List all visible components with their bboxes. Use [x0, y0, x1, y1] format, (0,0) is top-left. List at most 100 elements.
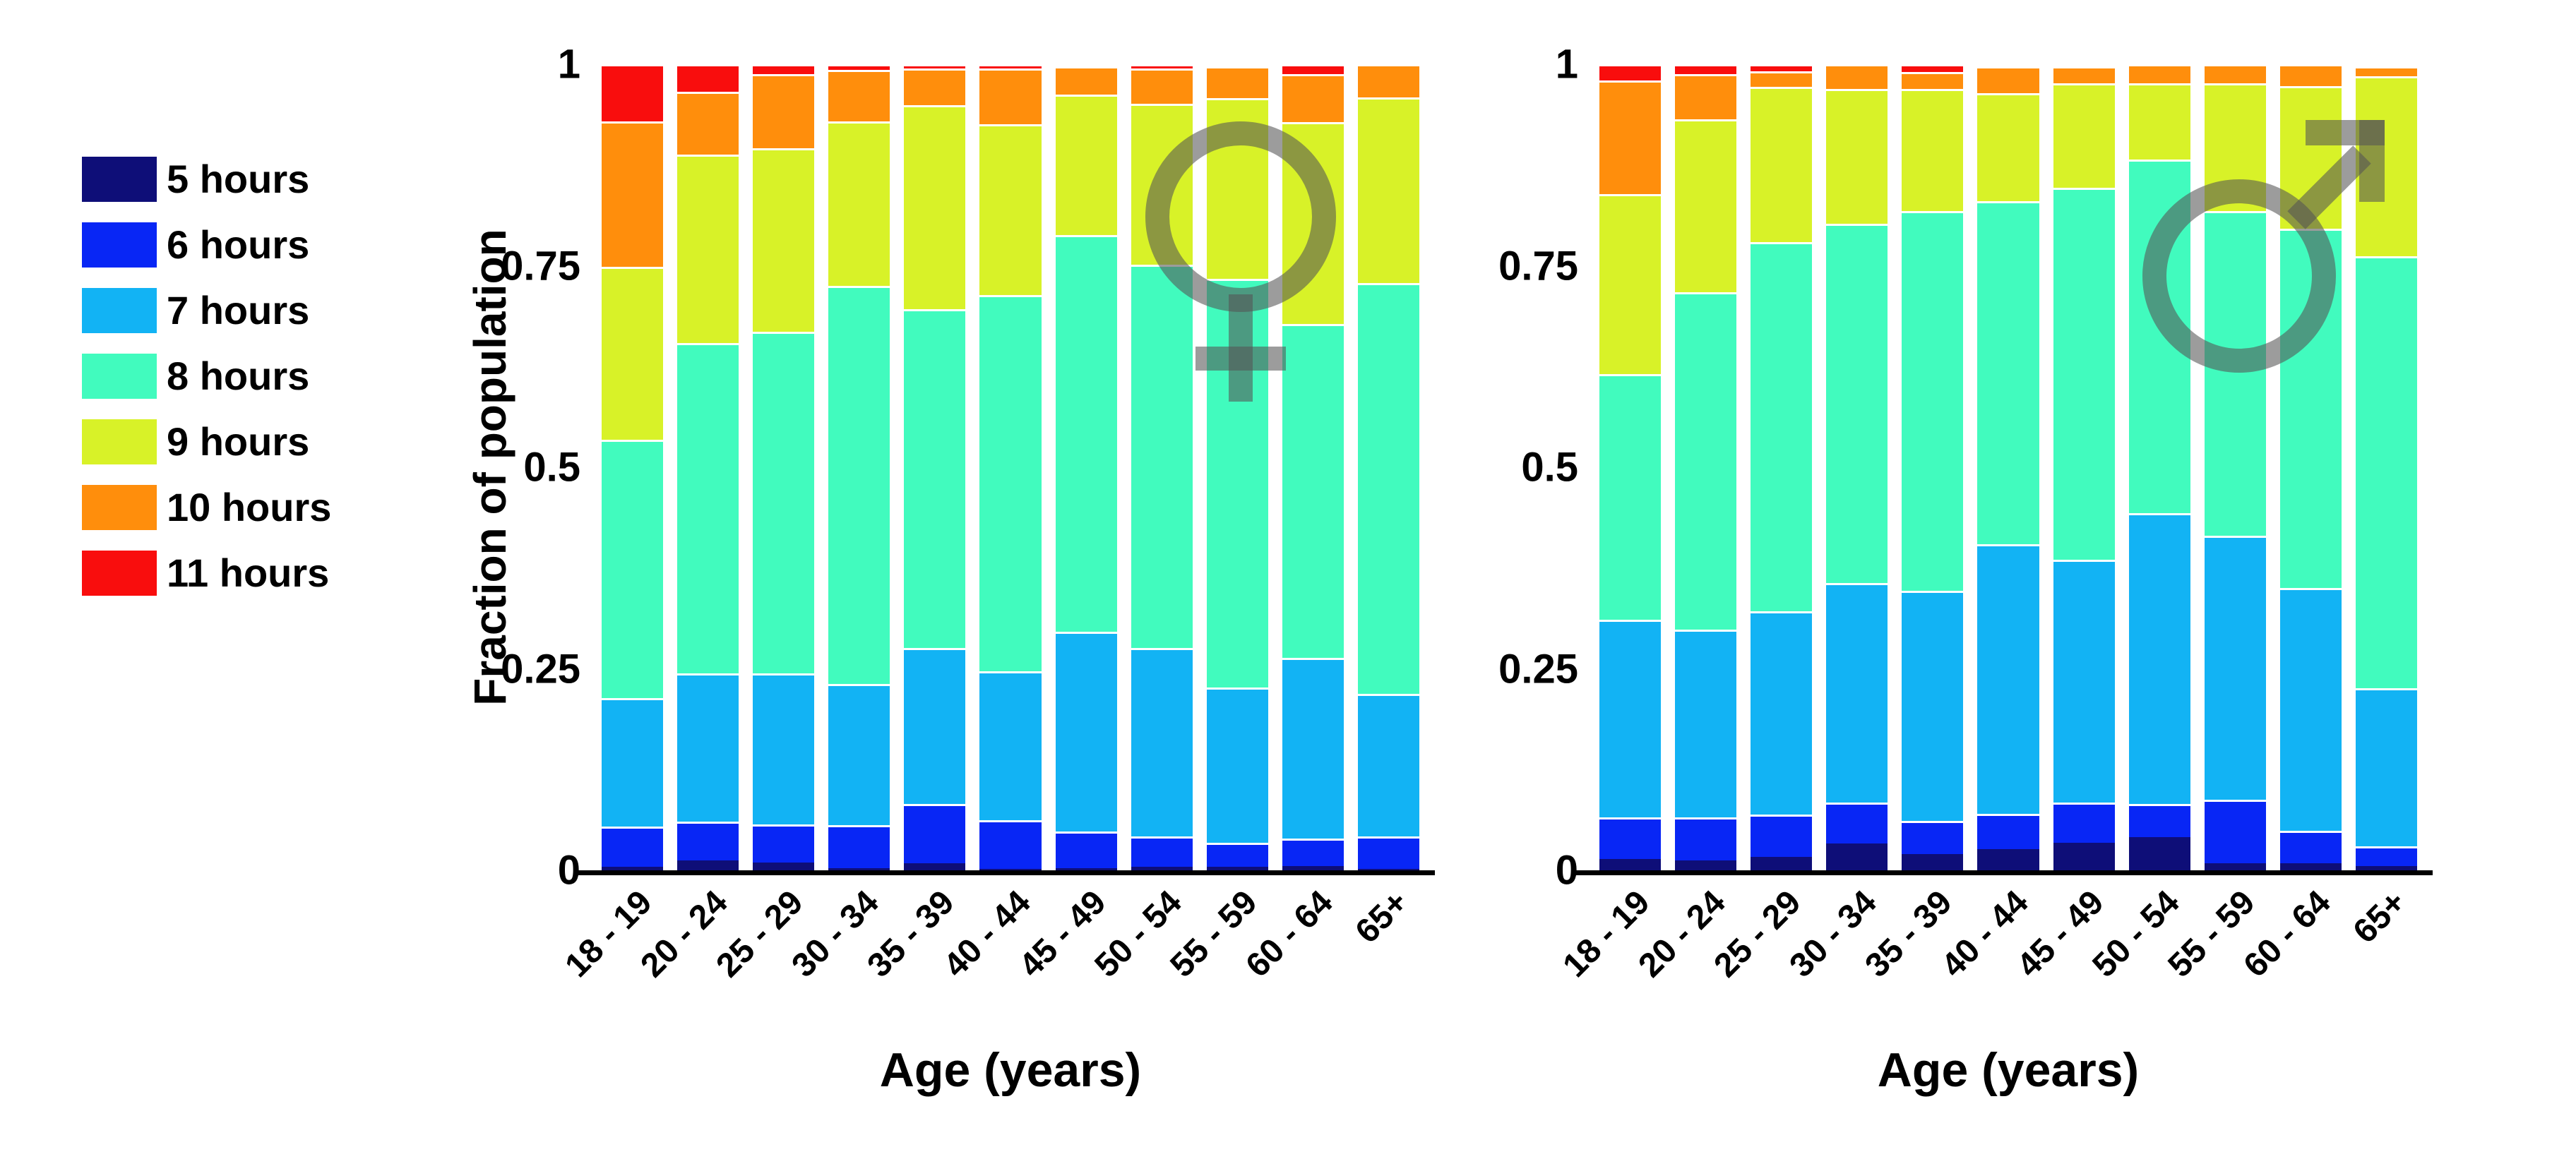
bar-segment	[1055, 831, 1117, 868]
bar-segment	[1357, 282, 1420, 694]
x-axis-line	[578, 870, 1435, 875]
bar-segment	[1977, 92, 2039, 201]
legend-item: 9 hours	[82, 419, 331, 464]
y-tick-label: 0.25	[501, 646, 580, 692]
bar-segment	[1675, 292, 1737, 630]
bar-segment	[1599, 817, 1662, 860]
bar-18-19	[1599, 64, 1662, 870]
bar-segment	[1977, 849, 2039, 870]
bar-segment	[1282, 122, 1344, 324]
bar-segment	[1751, 64, 1813, 72]
x-tick-label: 50 - 54	[1087, 883, 1189, 985]
bar-segment	[2053, 83, 2115, 188]
bar-segment	[2128, 64, 2190, 84]
bar-segment	[828, 867, 890, 870]
bar-segment	[1357, 97, 1420, 283]
bar-segment	[1675, 817, 1737, 861]
bar-segment	[1599, 859, 1662, 870]
bar-segment	[1675, 64, 1737, 74]
bar-segment	[904, 804, 966, 863]
bar-segment	[1055, 95, 1117, 236]
bar-segment	[2279, 831, 2342, 863]
bar-segment	[753, 73, 815, 148]
legend-swatch	[82, 354, 157, 399]
legend-label: 11 hours	[167, 551, 330, 595]
bar-segment	[2053, 66, 2115, 84]
x-tick-label: 40 - 44	[936, 883, 1038, 985]
x-tick-label: 60 - 64	[2236, 883, 2338, 985]
bar-segment	[1131, 104, 1193, 265]
legend-item: 7 hours	[82, 288, 331, 333]
bar-18-19	[602, 64, 664, 870]
bars-area	[602, 64, 1420, 870]
bar-segment	[2355, 66, 2418, 77]
bar-segment	[1357, 868, 1420, 870]
bar-segment	[2279, 229, 2342, 589]
x-tick-label: 25 - 29	[709, 883, 811, 985]
bar-30-34	[828, 64, 890, 870]
legend-item: 5 hours	[82, 157, 331, 202]
bar-segment	[1131, 867, 1193, 870]
bar-segment	[904, 309, 966, 648]
bar-segment	[2355, 866, 2418, 870]
bar-segment	[2279, 64, 2342, 86]
bar-segment	[1599, 80, 1662, 194]
bar-segment	[1977, 544, 2039, 815]
bar-segment	[1902, 89, 1964, 211]
bar-segment	[1055, 64, 1117, 67]
bar-25-29	[753, 64, 815, 870]
bar-segment	[1902, 821, 1964, 855]
bar-segment	[1599, 619, 1662, 817]
bar-segment	[904, 68, 966, 106]
bar-45-49	[1055, 64, 1117, 870]
bar-segment	[677, 64, 739, 92]
bar-segment	[677, 673, 739, 822]
bar-segment	[2355, 846, 2418, 867]
legend-label: 6 hours	[167, 222, 310, 267]
bar-segment	[1826, 64, 1888, 90]
bar-segment	[1826, 803, 1888, 844]
bar-30-34	[1826, 64, 1888, 870]
bar-segment	[2128, 83, 2190, 160]
bar-segment	[1902, 72, 1964, 90]
bar-segment	[828, 64, 890, 71]
bar-40-44	[1977, 64, 2039, 870]
bar-segment	[828, 286, 890, 685]
bar-segment	[1131, 647, 1193, 837]
bar-segment	[2204, 536, 2266, 800]
x-tick-label: 18 - 19	[558, 883, 660, 985]
bar-segment	[979, 124, 1042, 295]
bar-segment	[1599, 373, 1662, 620]
legend-item: 10 hours	[82, 485, 331, 530]
y-tick-label: 1	[557, 41, 580, 88]
bar-segment	[1206, 66, 1268, 98]
bar-segment	[1131, 836, 1193, 867]
bar-45-49	[2053, 64, 2115, 870]
bar-segment	[979, 294, 1042, 671]
bar-20-24	[677, 64, 739, 870]
x-tick-label: 20 - 24	[633, 883, 735, 985]
bar-segment	[1902, 590, 1964, 822]
bar-55-59	[2204, 64, 2266, 870]
bar-segment	[2053, 843, 2115, 870]
x-tick-label: 45 - 49	[2010, 883, 2111, 985]
bar-segment	[1206, 279, 1268, 687]
x-tick-label: 18 - 19	[1556, 883, 1657, 985]
bar-segment	[2128, 513, 2190, 805]
bar-segment	[828, 121, 890, 287]
y-axis-title: Fraction of population	[465, 229, 515, 706]
legend-swatch	[82, 419, 157, 464]
bar-segment	[1902, 64, 1964, 73]
bar-25-29	[1751, 64, 1813, 870]
bar-40-44	[979, 64, 1042, 870]
y-tick-label: 0.75	[1498, 243, 1578, 289]
legend-label: 5 hours	[167, 157, 310, 201]
bar-segment	[1675, 73, 1737, 119]
bar-segment	[1751, 815, 1813, 857]
bar-50-54	[1131, 64, 1193, 870]
bar-segment	[1357, 693, 1420, 837]
bar-segment	[2355, 256, 2418, 688]
bar-segment	[1599, 64, 1662, 80]
bar-segment	[1282, 839, 1344, 867]
